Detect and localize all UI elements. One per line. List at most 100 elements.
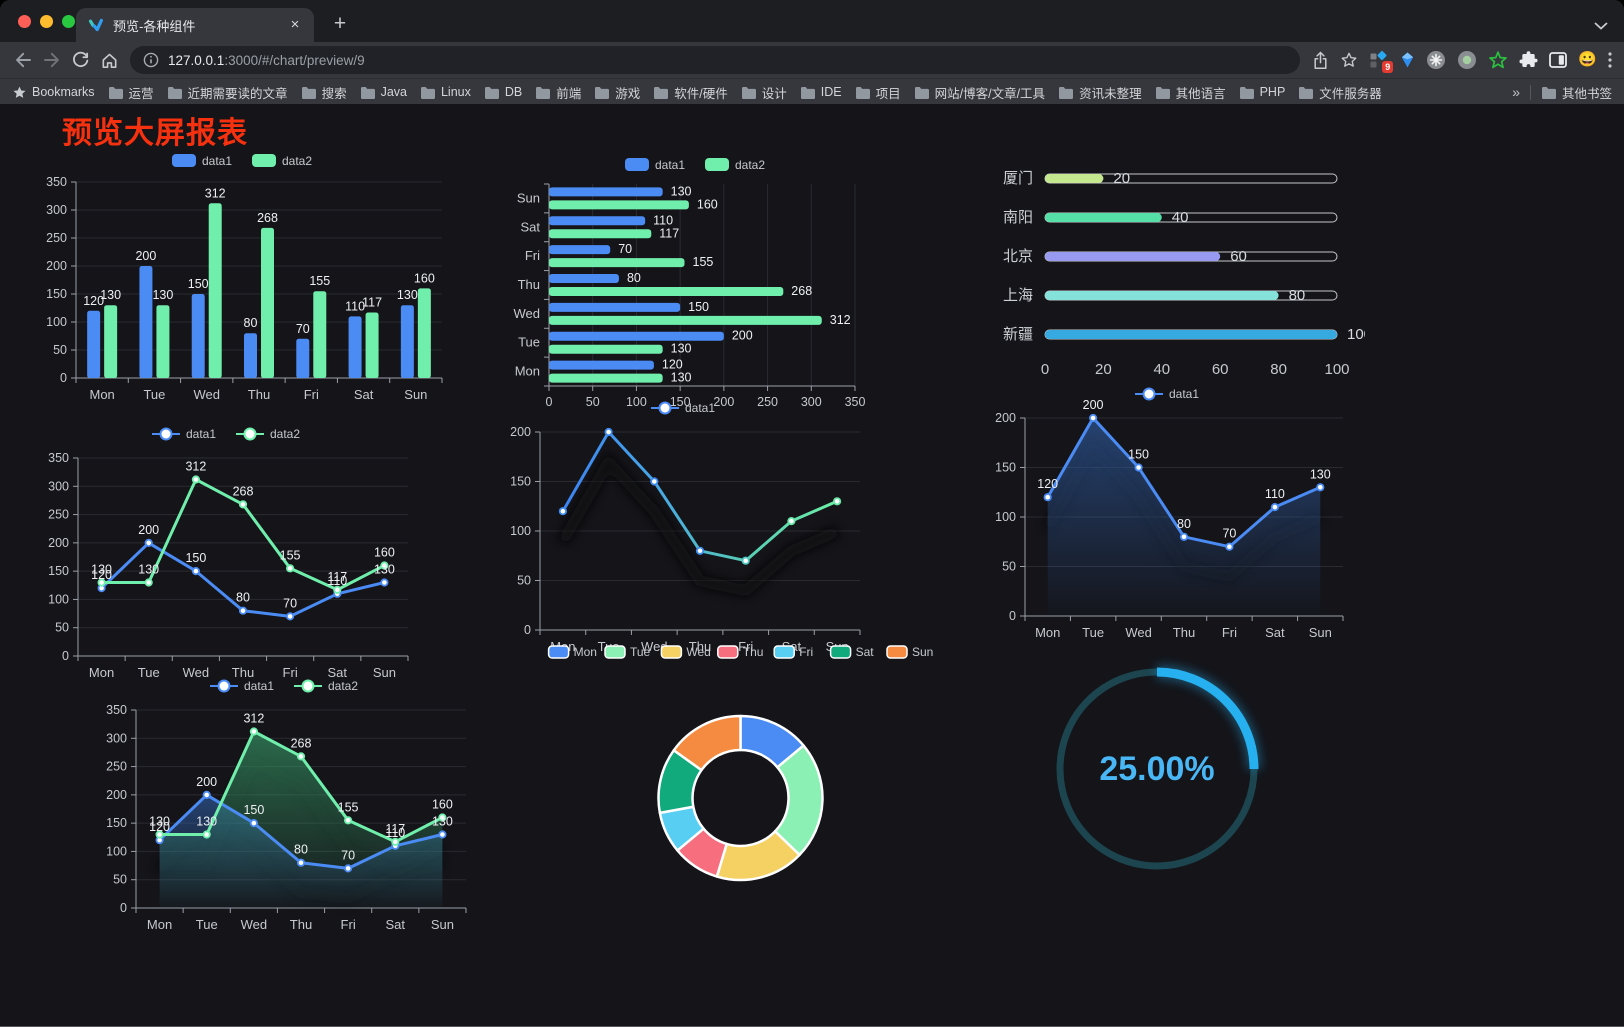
svg-text:40: 40 [1153,361,1170,378]
share-icon[interactable] [1312,51,1329,70]
svg-text:268: 268 [291,736,312,750]
window-minimize-button[interactable] [40,15,53,28]
back-button[interactable] [8,46,37,75]
new-tab-button[interactable]: + [333,12,347,35]
svg-text:100: 100 [46,315,67,329]
home-button[interactable] [95,46,124,75]
grouped-bar-chart[interactable]: data1 data2 0 50 100 150 200 250 300 350 Mon Tue Wed… [38,146,450,418]
address-bar[interactable]: 127.0.0.1:3000/#/chart/preview/9 [130,46,1301,74]
svg-text:Tue: Tue [518,335,540,350]
bookmark-folder[interactable]: 网站/博客/文章/工具 [914,83,1045,102]
progress-capsule-chart[interactable]: 厦门 20 南阳 40 北京 60 上海 80 新疆 100 0 20 40 60 80 100 [985,154,1372,394]
svg-text:300: 300 [46,203,67,217]
browser-tab[interactable]: 预览-各种组件 × [76,8,314,42]
bookmark-folder[interactable]: 资讯未整理 [1058,83,1142,102]
svg-text:120: 120 [1037,477,1058,491]
forward-button[interactable] [37,46,66,75]
site-favicon [88,18,104,33]
bookmark-manager[interactable]: Bookmarks [12,85,95,100]
svg-text:150: 150 [185,551,206,565]
side-panel-icon[interactable] [1549,52,1568,68]
svg-text:268: 268 [233,484,254,498]
bookmark-folder[interactable]: DB [484,83,522,102]
svg-text:Fri: Fri [283,665,298,680]
window-close-button[interactable] [18,15,31,28]
svg-text:150: 150 [995,461,1016,475]
folder-icon [108,86,123,99]
svg-text:Sun: Sun [517,190,540,205]
browser-menu-kebab-icon[interactable] [1608,52,1612,68]
tab-strip: 预览-各种组件 × + [0,0,1624,42]
svg-text:Wed: Wed [241,917,268,932]
line-chart-two-series[interactable]: data1 data2 0 50 100 150 200 250 300 350 Mon Tue Wed… [38,422,418,694]
svg-text:120: 120 [83,294,104,308]
bookmarks-overflow-chevron[interactable]: » [1512,84,1520,100]
svg-text:350: 350 [845,395,866,409]
bookmark-folder[interactable]: 前端 [535,83,581,102]
svg-text:312: 312 [205,186,226,200]
svg-text:300: 300 [801,395,822,409]
svg-text:上海: 上海 [1003,287,1033,304]
bookmark-folder[interactable]: 近期需要读的文章 [167,83,288,102]
svg-text:130: 130 [671,342,692,356]
bookmark-folder[interactable]: 其他语言 [1155,83,1226,102]
folder-icon [855,86,870,99]
extension-icon-green-star[interactable] [1488,50,1508,70]
svg-text:250: 250 [46,231,67,245]
bookmark-folder[interactable]: 搜索 [301,83,347,102]
folder-icon [1239,86,1254,99]
svg-text:Thu: Thu [518,277,540,292]
svg-text:200: 200 [713,395,734,409]
bookmark-folder[interactable]: 文件服务器 [1298,83,1382,102]
bookmark-folder[interactable]: 软件/硬件 [653,83,728,102]
svg-text:155: 155 [280,548,301,562]
site-info-icon[interactable] [143,52,159,68]
gauge-chart[interactable]: 25.00% [1033,632,1281,894]
svg-text:Sun: Sun [1309,625,1332,640]
svg-text:70: 70 [618,242,632,256]
svg-text:150: 150 [188,277,209,291]
horizontal-bar-chart[interactable]: data1 data2 0 50 100 150 200 250 300 350 Mon Tue Wed… [503,150,891,420]
svg-text:200: 200 [995,411,1016,425]
extension-icon-tasks[interactable]: 9 [1369,50,1394,73]
svg-text:Mon: Mon [574,645,597,659]
svg-text:南阳: 南阳 [1003,209,1033,226]
area-chart-single[interactable]: data1 0 50 100 150 200 Mon Tue Wed Thu Fri Sat Sun 12… [985,382,1353,654]
svg-text:155: 155 [693,255,714,269]
extension-icon-record[interactable] [1457,50,1477,70]
svg-text:50: 50 [55,621,69,635]
bookmark-folder[interactable]: 游戏 [594,83,640,102]
svg-text:北京: 北京 [1003,248,1033,265]
bookmark-folder[interactable]: 运营 [108,83,154,102]
svg-text:150: 150 [670,395,691,409]
extensions-puzzle-icon[interactable] [1519,50,1538,70]
svg-text:data1: data1 [202,154,232,168]
bookmarks-left: Bookmarks 运营 近期需要读的文章 搜索 Java Linux DB 前端 游戏 软件/… [12,83,1499,102]
extension-icon-emoji[interactable]: 😀 [1578,51,1597,68]
donut-chart[interactable]: Mon Tue Wed Thu Fri Sat Sun [543,638,938,898]
svg-text:250: 250 [48,508,69,522]
bookmark-folder[interactable]: Linux [420,83,471,102]
tab-search-chevron-icon[interactable] [1594,17,1608,35]
bookmark-star-icon[interactable] [1340,51,1358,69]
bookmark-folder[interactable]: 设计 [741,83,787,102]
svg-text:200: 200 [46,259,67,273]
svg-text:60: 60 [1230,248,1247,265]
url-text: 127.0.0.1:3000/#/chart/preview/9 [168,53,365,68]
area-chart-two-series[interactable]: data1 data2 0 50 100 150 200 250 300 350 Mon Tue Wed… [96,674,476,946]
window-zoom-button[interactable] [62,15,75,28]
bookmark-folder[interactable]: IDE [800,83,842,102]
other-bookmarks-folder[interactable]: 其他书签 [1541,83,1612,102]
svg-text:150: 150 [510,475,531,489]
bookmark-folder[interactable]: PHP [1239,83,1285,102]
svg-text:Tue: Tue [630,645,651,659]
reload-button[interactable] [66,46,95,75]
bookmark-folder[interactable]: Java [360,83,407,102]
tab-close-icon[interactable]: × [290,16,300,33]
bookmark-folder[interactable]: 项目 [855,83,901,102]
svg-text:0: 0 [62,649,69,663]
extension-icon-gem[interactable] [1400,51,1415,69]
extension-icon-asterisk[interactable] [1426,50,1446,70]
window-controls [18,15,75,28]
